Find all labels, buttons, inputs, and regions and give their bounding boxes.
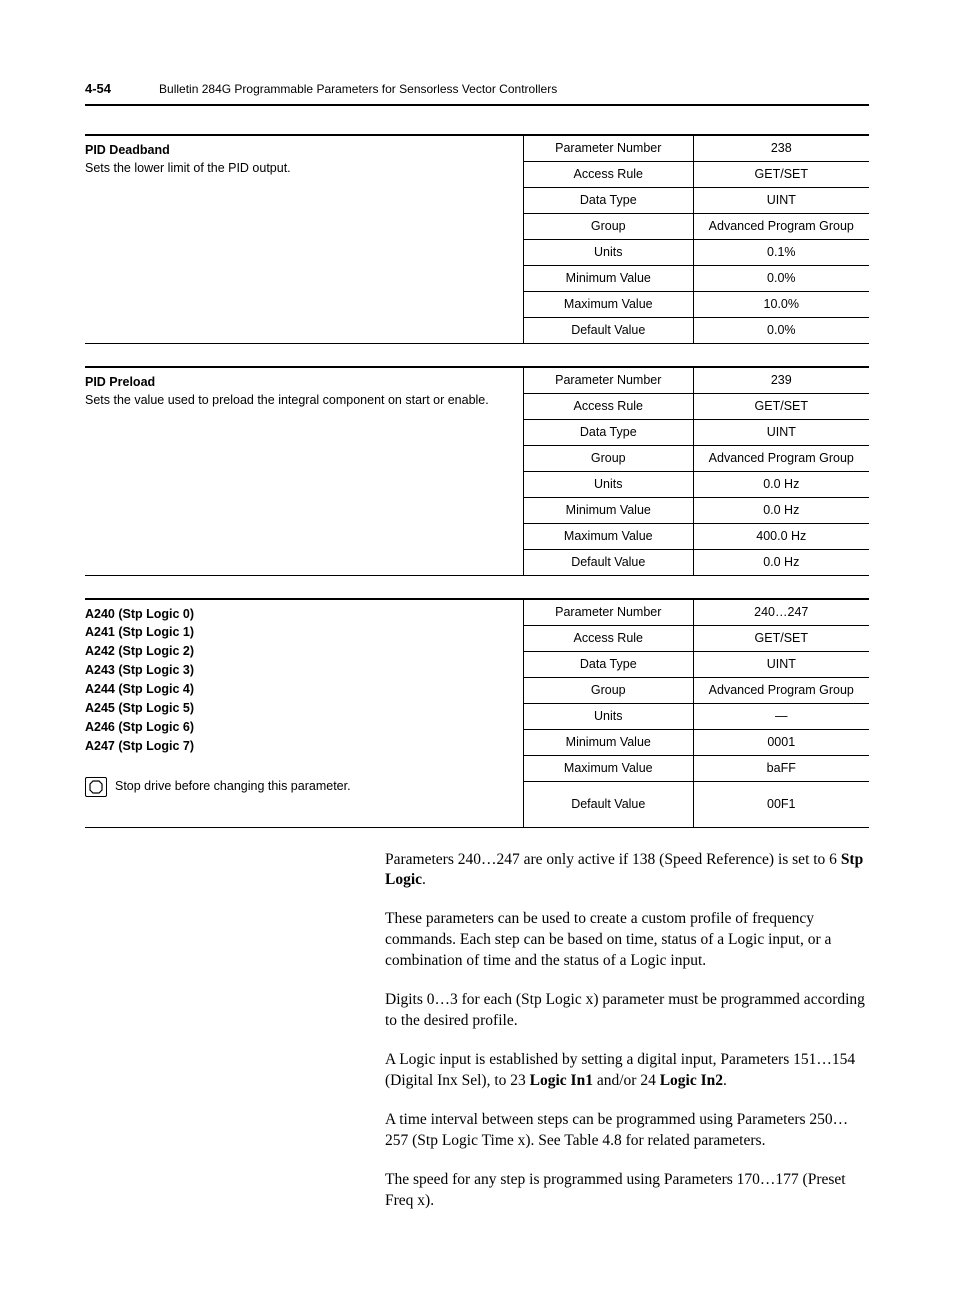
list-item: A240 (Stp Logic 0)	[85, 606, 513, 623]
value-maximum-value: 10.0%	[693, 291, 869, 317]
label-default-value: Default Value	[524, 781, 693, 827]
label-parameter-number: Parameter Number	[524, 368, 693, 394]
param-table: Parameter Number240…247 Access RuleGET/S…	[523, 600, 869, 827]
value-parameter-number: 238	[693, 136, 869, 162]
param-table: Parameter Number239 Access RuleGET/SET D…	[523, 368, 869, 575]
value-group: Advanced Program Group	[693, 213, 869, 239]
label-parameter-number: Parameter Number	[524, 136, 693, 162]
label-minimum-value: Minimum Value	[524, 497, 693, 523]
value-parameter-number: 240…247	[693, 600, 869, 626]
value-parameter-number: 239	[693, 368, 869, 394]
label-data-type: Data Type	[524, 419, 693, 445]
body-text: Parameters 240…247 are only active if 13…	[385, 850, 869, 1212]
value-default-value: 0.0%	[693, 317, 869, 343]
label-data-type: Data Type	[524, 651, 693, 677]
text: .	[422, 871, 426, 888]
param-desc: Sets the lower limit of the PID output.	[85, 160, 513, 177]
label-data-type: Data Type	[524, 187, 693, 213]
value-minimum-value: 0001	[693, 729, 869, 755]
text: .	[723, 1072, 727, 1089]
param-table: Parameter Number238 Access RuleGET/SET D…	[523, 136, 869, 343]
list-item: A245 (Stp Logic 5)	[85, 700, 513, 717]
label-group: Group	[524, 213, 693, 239]
value-group: Advanced Program Group	[693, 677, 869, 703]
value-group: Advanced Program Group	[693, 445, 869, 471]
param-block-pid-deadband: PID Deadband Sets the lower limit of the…	[85, 134, 869, 344]
value-minimum-value: 0.0 Hz	[693, 497, 869, 523]
label-maximum-value: Maximum Value	[524, 523, 693, 549]
label-units: Units	[524, 471, 693, 497]
label-parameter-number: Parameter Number	[524, 600, 693, 626]
paragraph: The speed for any step is programmed usi…	[385, 1170, 869, 1212]
value-access-rule: GET/SET	[693, 625, 869, 651]
param-block-pid-preload: PID Preload Sets the value used to prelo…	[85, 366, 869, 576]
value-units: 0.0 Hz	[693, 471, 869, 497]
label-default-value: Default Value	[524, 317, 693, 343]
value-data-type: UINT	[693, 419, 869, 445]
list-item: A247 (Stp Logic 7)	[85, 738, 513, 755]
text: Parameters 240…247 are only active if 13…	[385, 851, 841, 868]
value-maximum-value: 400.0 Hz	[693, 523, 869, 549]
chapter-title: Bulletin 284G Programmable Parameters fo…	[159, 81, 557, 97]
param-title: PID Deadband	[85, 142, 513, 159]
page-header: 4-54 Bulletin 284G Programmable Paramete…	[85, 80, 869, 106]
param-description: PID Deadband Sets the lower limit of the…	[85, 136, 523, 343]
label-default-value: Default Value	[524, 549, 693, 575]
value-units: —	[693, 703, 869, 729]
list-item: A244 (Stp Logic 4)	[85, 681, 513, 698]
value-default-value: 00F1	[693, 781, 869, 827]
paragraph: A time interval between steps can be pro…	[385, 1110, 869, 1152]
stop-note: Stop drive before changing this paramete…	[85, 777, 513, 797]
param-desc: Sets the value used to preload the integ…	[85, 392, 513, 409]
stop-icon	[85, 777, 107, 797]
label-group: Group	[524, 445, 693, 471]
list-item: A241 (Stp Logic 1)	[85, 624, 513, 641]
page-number: 4-54	[85, 80, 111, 98]
text: and/or 24	[593, 1072, 660, 1089]
list-item: A242 (Stp Logic 2)	[85, 643, 513, 660]
paragraph: A Logic input is established by setting …	[385, 1050, 869, 1092]
paragraph: Digits 0…3 for each (Stp Logic x) parame…	[385, 990, 869, 1032]
param-title: PID Preload	[85, 374, 513, 391]
paragraph: These parameters can be used to create a…	[385, 909, 869, 972]
list-item: A243 (Stp Logic 3)	[85, 662, 513, 679]
param-block-stp-logic: A240 (Stp Logic 0) A241 (Stp Logic 1) A2…	[85, 598, 869, 828]
label-access-rule: Access Rule	[524, 161, 693, 187]
param-list: A240 (Stp Logic 0) A241 (Stp Logic 1) A2…	[85, 606, 513, 755]
value-default-value: 0.0 Hz	[693, 549, 869, 575]
label-minimum-value: Minimum Value	[524, 729, 693, 755]
label-group: Group	[524, 677, 693, 703]
paragraph: Parameters 240…247 are only active if 13…	[385, 850, 869, 892]
label-maximum-value: Maximum Value	[524, 755, 693, 781]
value-maximum-value: baFF	[693, 755, 869, 781]
value-access-rule: GET/SET	[693, 393, 869, 419]
list-item: A246 (Stp Logic 6)	[85, 719, 513, 736]
label-maximum-value: Maximum Value	[524, 291, 693, 317]
value-data-type: UINT	[693, 651, 869, 677]
stop-note-text: Stop drive before changing this paramete…	[115, 778, 351, 795]
label-minimum-value: Minimum Value	[524, 265, 693, 291]
param-description: PID Preload Sets the value used to prelo…	[85, 368, 523, 575]
value-units: 0.1%	[693, 239, 869, 265]
label-access-rule: Access Rule	[524, 625, 693, 651]
value-data-type: UINT	[693, 187, 869, 213]
label-access-rule: Access Rule	[524, 393, 693, 419]
param-description: A240 (Stp Logic 0) A241 (Stp Logic 1) A2…	[85, 600, 523, 827]
text-bold: Logic In1	[530, 1072, 593, 1089]
value-minimum-value: 0.0%	[693, 265, 869, 291]
text-bold: Logic In2	[660, 1072, 723, 1089]
label-units: Units	[524, 703, 693, 729]
value-access-rule: GET/SET	[693, 161, 869, 187]
label-units: Units	[524, 239, 693, 265]
